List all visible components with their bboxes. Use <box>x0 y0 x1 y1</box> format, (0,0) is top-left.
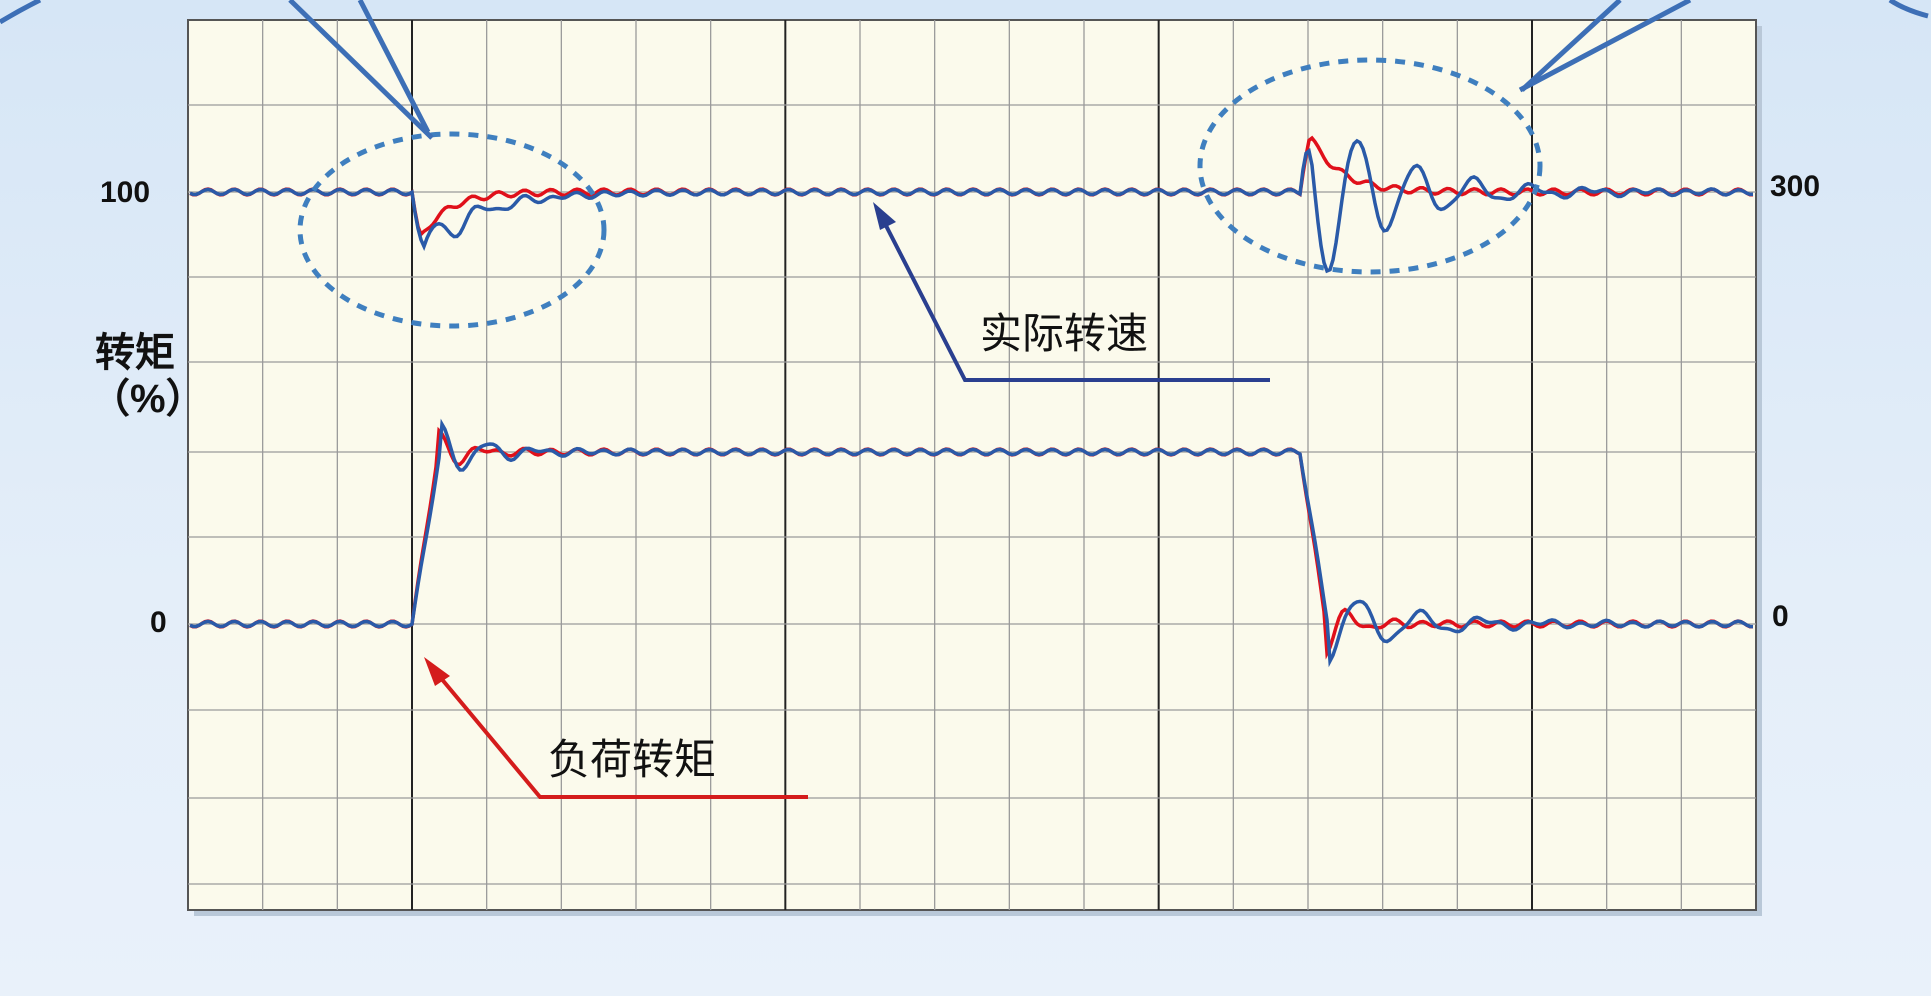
highlight-ellipse-drop <box>297 131 607 329</box>
left-tick-0: 0 <box>150 606 167 639</box>
arrow-load-torque <box>428 663 808 799</box>
highlight-ellipse-overshoot <box>1197 57 1543 275</box>
right-tick-300: 300 <box>1770 170 1821 203</box>
series-speed-actual <box>189 138 1754 274</box>
arrow-load-torque-head <box>424 657 450 686</box>
arrow-actual-speed <box>876 209 1270 382</box>
series-torque-actual <box>189 418 1754 668</box>
callout-pointer-line <box>288 0 434 140</box>
annotation-load-torque: 负荷转矩 <box>548 736 717 783</box>
callout-pointer-line <box>357 0 431 134</box>
callout-pointer-line <box>0 0 42 25</box>
arrow-actual-speed-head <box>873 202 896 230</box>
callout-pointer-line <box>1520 0 1622 92</box>
left-tick-100: 100 <box>100 176 151 209</box>
y-axis-label: 转矩 （%） <box>90 331 206 421</box>
callout-pointer-line <box>1888 0 1929 19</box>
annotation-actual-speed: 实际转速 <box>980 310 1149 357</box>
plot-area <box>187 19 1757 911</box>
right-tick-0: 0 <box>1772 600 1789 633</box>
callout-pointer-line <box>1518 0 1692 93</box>
